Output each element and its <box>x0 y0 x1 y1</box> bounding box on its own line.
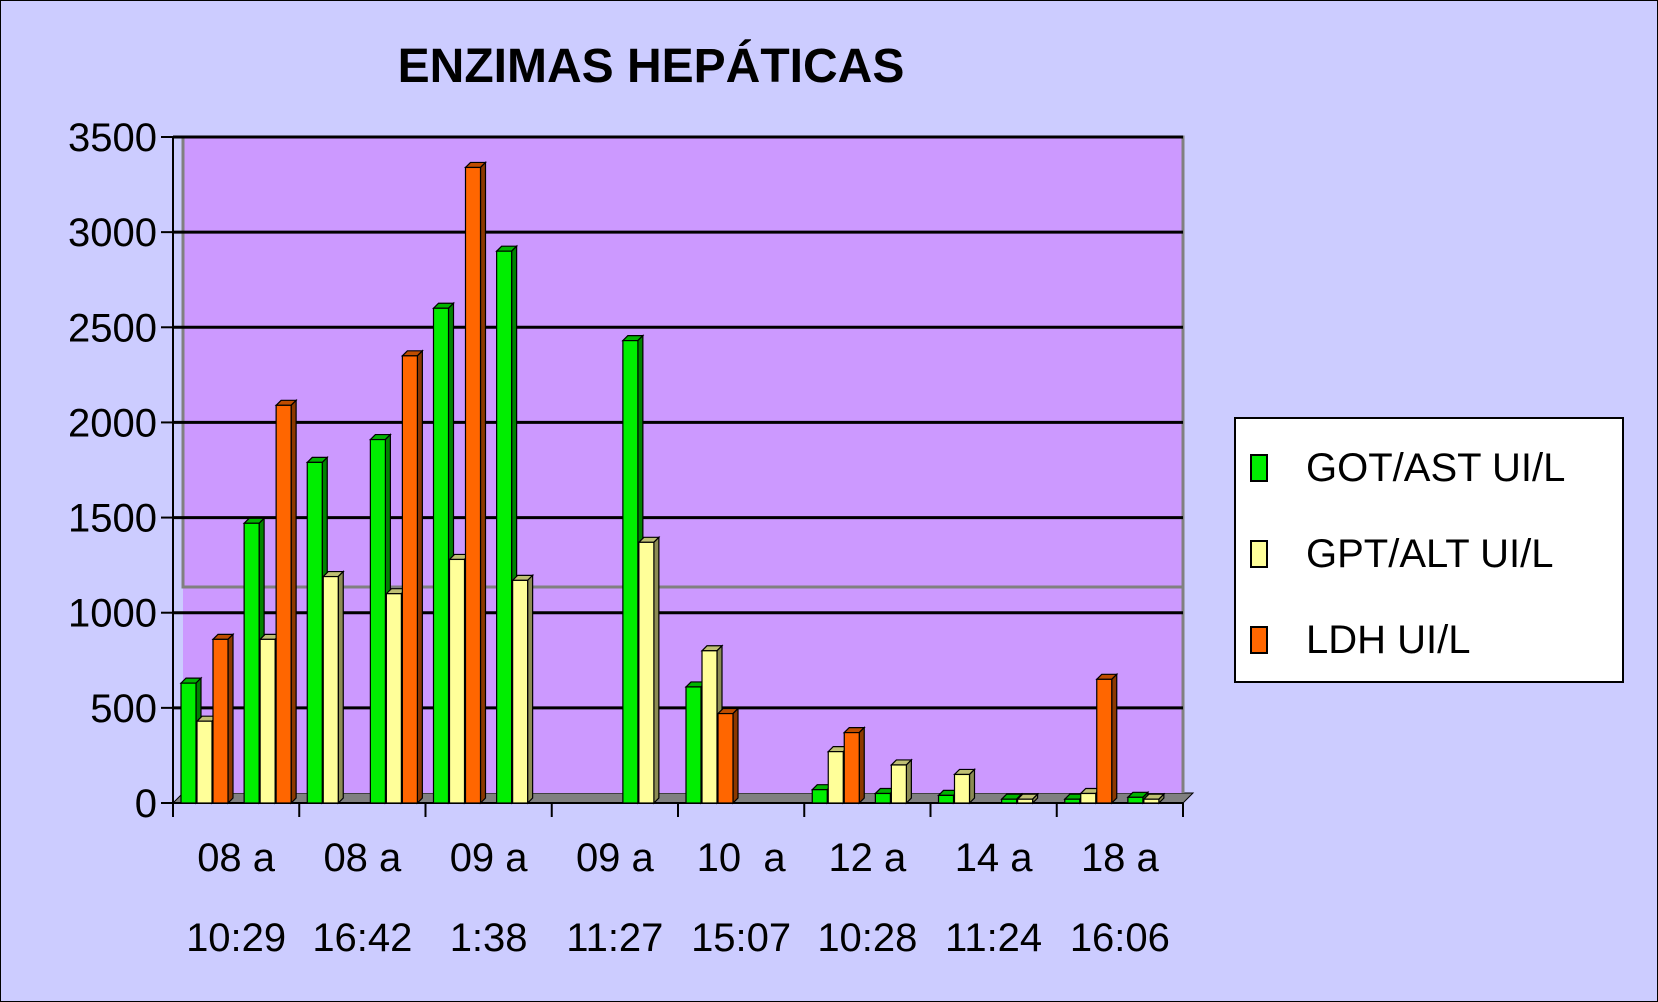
x-tick-label-line2: 16:06 <box>1070 916 1170 960</box>
bar-side-face <box>653 535 660 805</box>
x-tick-label-line2: 10:28 <box>817 916 917 960</box>
plot-area: 0 500 1000 1500 2000 2500 3000 3500 08 a 10:29 08 … <box>68 116 1195 960</box>
bar-GOT/AST UI/L <box>369 438 386 804</box>
bar-GOT/AST UI/L <box>874 792 891 804</box>
x-tick-label-line1: 14 a <box>955 836 1034 880</box>
bar-side-face <box>227 632 234 805</box>
bar-GOT/AST UI/L <box>432 307 450 804</box>
bar-GOT/AST UI/L <box>685 686 702 804</box>
bar-GOT/AST UI/L <box>1064 798 1081 804</box>
bar-side-face <box>905 758 912 805</box>
bar-GPT/ALT UI/L <box>1017 798 1034 804</box>
bar-GPT/ALT UI/L <box>322 575 339 804</box>
x-tick-label-line1: 09 a <box>450 836 529 880</box>
bar-GPT/ALT UI/L <box>259 638 276 804</box>
bar-side-face <box>290 398 297 805</box>
y-tick-label: 3500 <box>68 116 157 160</box>
bar-LDH UI/L <box>275 404 292 804</box>
legend-item-got: GOT/AST UI/L <box>1250 443 1565 493</box>
bar-GPT/ALT UI/L <box>638 541 655 804</box>
bar-LDH UI/L <box>717 712 734 804</box>
x-tick-label-line2: 11:27 <box>566 916 663 960</box>
bar-GPT/ALT UI/L <box>953 773 971 804</box>
legend-label-gpt: GPT/ALT UI/L <box>1306 531 1554 576</box>
bar-GPT/ALT UI/L <box>385 593 402 804</box>
bar-GOT/AST UI/L <box>1001 798 1018 804</box>
x-tick-label-line1: 09 a <box>576 836 655 880</box>
x-tick-label-line2: 10:29 <box>186 916 286 960</box>
legend-swatch-got <box>1250 454 1268 482</box>
bar-GPT/ALT UI/L <box>512 579 529 804</box>
bar-GPT/ALT UI/L <box>701 650 718 804</box>
y-tick-label: 2000 <box>68 401 157 445</box>
x-tick-label-line1: 10 a <box>697 836 787 880</box>
bar-GPT/ALT UI/L <box>890 764 907 804</box>
bar-LDH UI/L <box>464 166 482 804</box>
legend-item-ldh: LDH UI/L <box>1250 615 1471 665</box>
bar-side-face <box>337 570 344 805</box>
chart-title: ENZIMAS HEPÁTICAS <box>397 40 905 93</box>
x-tick-label-line2: 11:24 <box>945 916 1042 960</box>
bar-GOT/AST UI/L <box>811 789 828 804</box>
y-tick-label: 0 <box>135 782 157 826</box>
bar-side-face <box>1111 672 1118 805</box>
legend-swatch-ldh <box>1250 626 1268 654</box>
legend-label-ldh: LDH UI/L <box>1306 617 1471 662</box>
bar-GPT/ALT UI/L <box>448 558 466 804</box>
bar-GPT/ALT UI/L <box>1080 792 1097 804</box>
x-tick-label-line1: 18 a <box>1081 836 1160 880</box>
y-tick-label: 500 <box>90 687 157 731</box>
bar-side-face <box>479 160 487 805</box>
bar-GOT/AST UI/L <box>180 682 197 804</box>
y-tick-label: 1000 <box>68 592 157 636</box>
bar-GOT/AST UI/L <box>622 340 639 804</box>
bar-LDH UI/L <box>1096 678 1113 804</box>
bar-LDH UI/L <box>212 638 229 804</box>
legend: GOT/AST UI/L GPT/ALT UI/L LDH UI/L <box>1234 417 1624 683</box>
y-tick-label: 1500 <box>68 497 157 541</box>
bar-side-face <box>732 707 739 805</box>
bar-GOT/AST UI/L <box>243 522 260 804</box>
bar-GOT/AST UI/L <box>1127 796 1144 804</box>
legend-label-got: GOT/AST UI/L <box>1306 445 1566 490</box>
bar-side-face <box>527 573 534 805</box>
bar-GOT/AST UI/L <box>496 250 513 804</box>
legend-item-gpt: GPT/ALT UI/L <box>1250 529 1553 579</box>
bar-side-face <box>416 349 423 805</box>
bar-GPT/ALT UI/L <box>827 751 844 804</box>
bar-GOT/AST UI/L <box>306 461 323 804</box>
x-tick-label-line2: 15:07 <box>691 916 791 960</box>
bar-LDH UI/L <box>843 731 860 804</box>
x-tick-label-line1: 08 a <box>197 836 276 880</box>
x-tick-label-line1: 08 a <box>323 836 402 880</box>
y-tick-label: 3000 <box>68 211 157 255</box>
bar-side-face <box>968 768 976 805</box>
y-tick-label: 2500 <box>68 306 157 350</box>
legend-swatch-gpt <box>1250 540 1268 568</box>
bar-LDH UI/L <box>401 355 418 804</box>
bar-side-face <box>858 726 865 805</box>
x-tick-label-line1: 12 a <box>828 836 907 880</box>
bar-GPT/ALT UI/L <box>1143 798 1160 804</box>
x-tick-label-line2: 16:42 <box>312 916 412 960</box>
bar-GPT/ALT UI/L <box>196 720 213 804</box>
plot-wall <box>183 137 1183 793</box>
bar-GOT/AST UI/L <box>937 794 955 804</box>
x-tick-label-line2: 1:38 <box>450 916 528 960</box>
